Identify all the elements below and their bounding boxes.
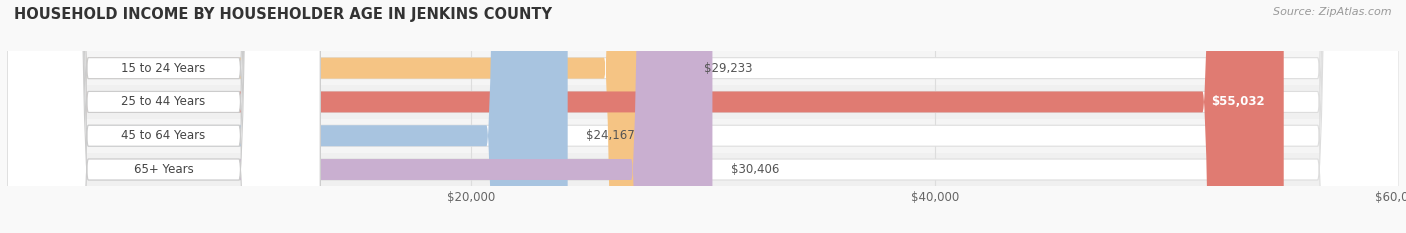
FancyBboxPatch shape [7,0,1399,233]
Bar [7,85,1399,119]
Bar [7,153,1399,186]
Text: $55,032: $55,032 [1212,96,1265,108]
Text: 25 to 44 Years: 25 to 44 Years [121,96,205,108]
FancyBboxPatch shape [7,0,1399,233]
FancyBboxPatch shape [7,0,321,233]
Text: 45 to 64 Years: 45 to 64 Years [121,129,205,142]
Text: 65+ Years: 65+ Years [134,163,194,176]
Text: HOUSEHOLD INCOME BY HOUSEHOLDER AGE IN JENKINS COUNTY: HOUSEHOLD INCOME BY HOUSEHOLDER AGE IN J… [14,7,553,22]
Text: $30,406: $30,406 [731,163,779,176]
FancyBboxPatch shape [7,0,713,233]
Bar [7,119,1399,153]
Bar [7,51,1399,85]
Text: 15 to 24 Years: 15 to 24 Years [121,62,205,75]
FancyBboxPatch shape [7,0,685,233]
FancyBboxPatch shape [7,0,321,233]
FancyBboxPatch shape [7,0,321,233]
FancyBboxPatch shape [7,0,1284,233]
Text: $29,233: $29,233 [704,62,752,75]
FancyBboxPatch shape [7,0,321,233]
Text: $24,167: $24,167 [586,129,636,142]
FancyBboxPatch shape [7,0,1399,233]
FancyBboxPatch shape [7,0,1399,233]
Text: Source: ZipAtlas.com: Source: ZipAtlas.com [1274,7,1392,17]
FancyBboxPatch shape [7,0,568,233]
